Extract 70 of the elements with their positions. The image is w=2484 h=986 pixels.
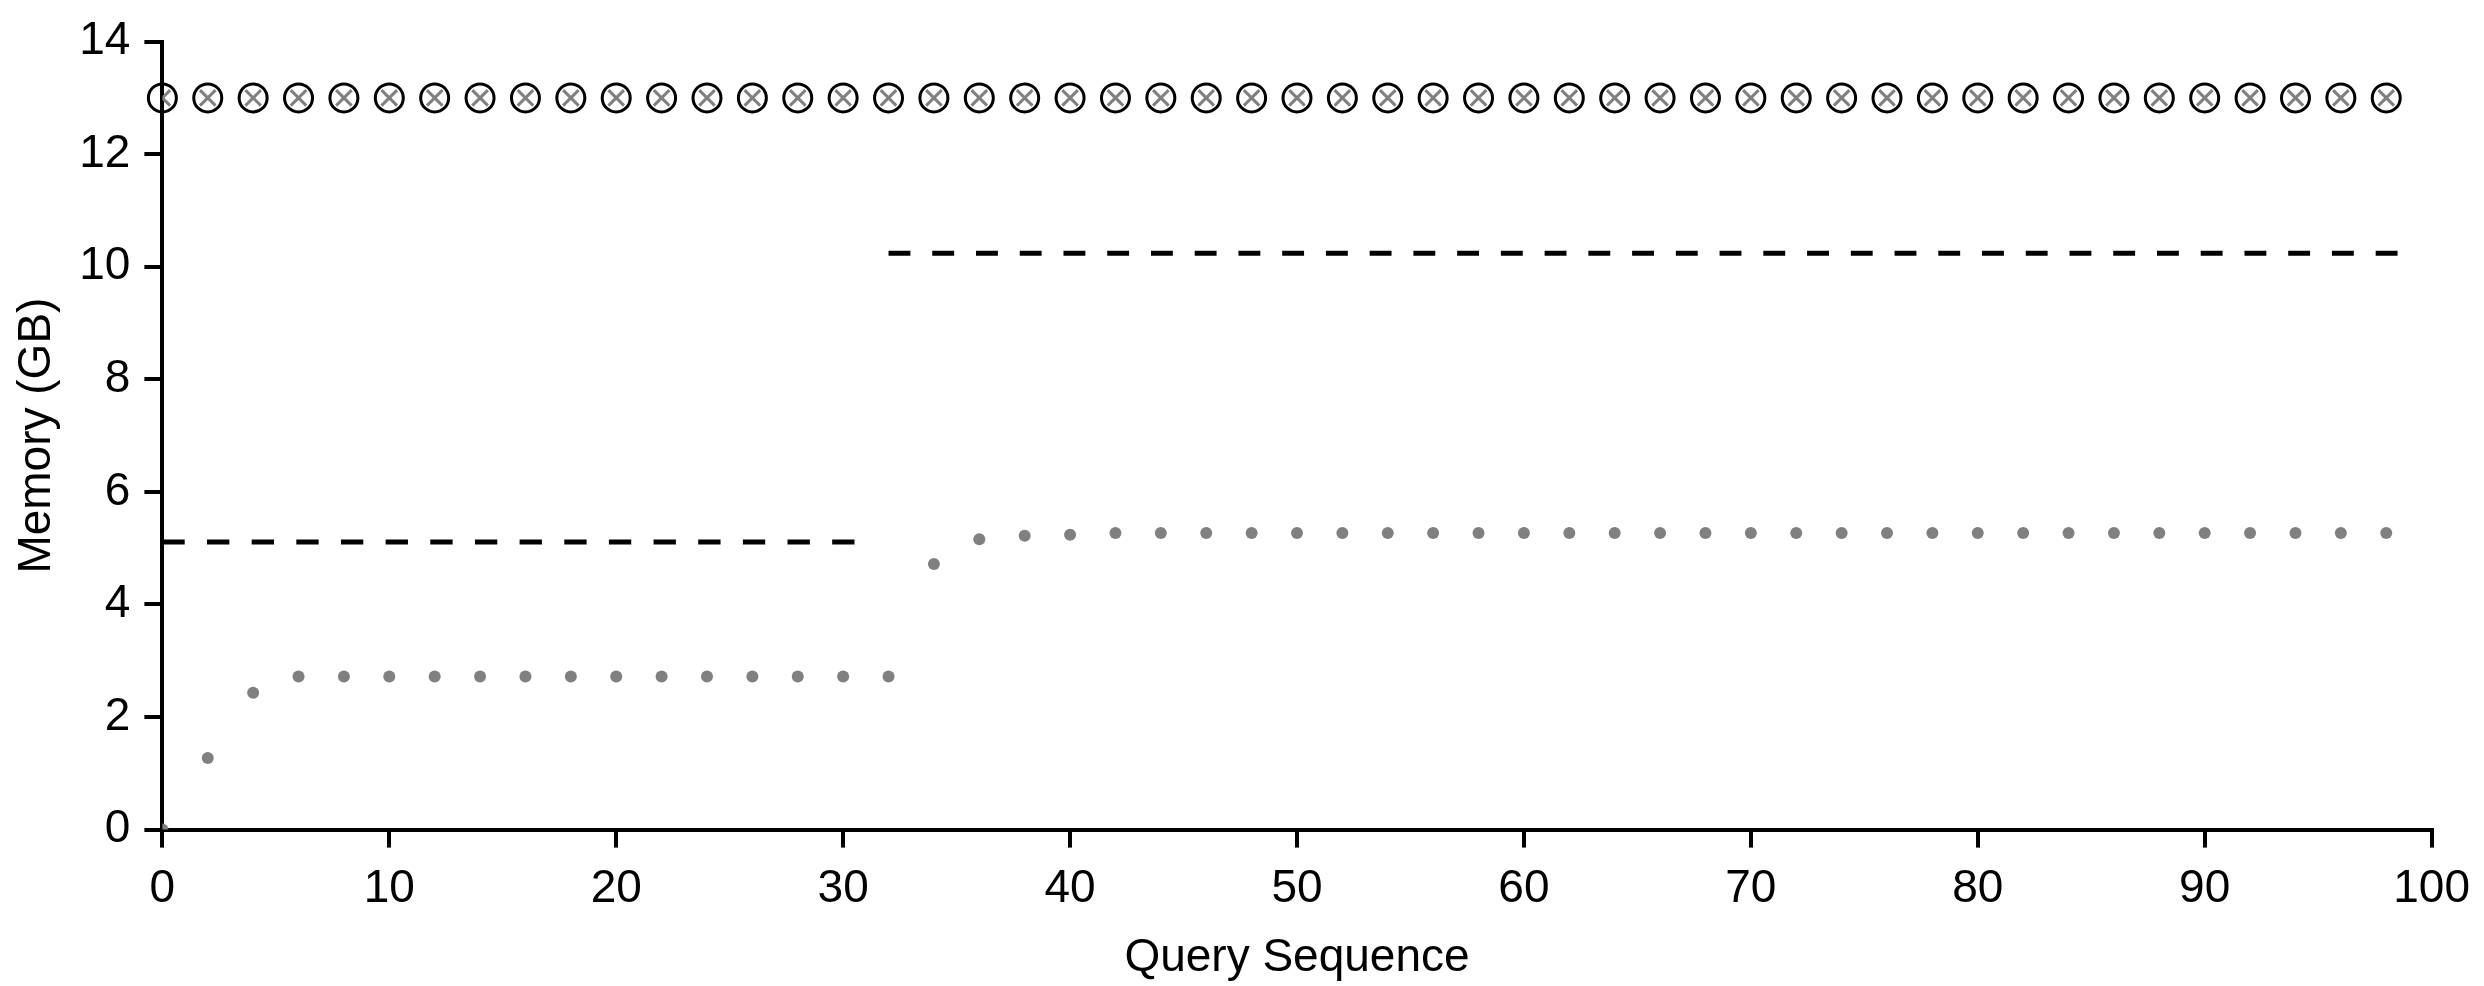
x-tick-label: 0	[149, 859, 176, 912]
y-tick-label: 0	[104, 800, 131, 853]
point	[2017, 526, 2030, 539]
point	[1971, 526, 1984, 539]
point	[383, 670, 396, 683]
x-tick-label: 100	[2393, 859, 2470, 912]
point	[2380, 526, 2393, 539]
x-tick-label: 70	[1725, 859, 1777, 912]
point	[610, 670, 623, 683]
point	[1654, 526, 1667, 539]
point	[837, 670, 850, 683]
point	[1336, 526, 1349, 539]
x-tick-label: 90	[2179, 859, 2231, 912]
y-axis-title: Memory (GB)	[8, 297, 61, 574]
y-tick-label: 8	[104, 350, 131, 402]
point	[1835, 526, 1848, 539]
point	[247, 686, 260, 699]
y-tick-label: 14	[79, 12, 131, 65]
x-tick-label: 10	[363, 859, 415, 912]
point	[1472, 526, 1485, 539]
y-tick-label: 12	[79, 124, 131, 177]
point	[337, 670, 350, 683]
point	[1200, 526, 1213, 539]
x-tick-label: 60	[1498, 859, 1550, 912]
point	[655, 670, 668, 683]
point	[2198, 526, 2211, 539]
point	[201, 752, 214, 765]
point	[1064, 528, 1077, 541]
point	[1154, 526, 1167, 539]
point	[2107, 526, 2120, 539]
x-axis-title: Query Sequence	[1124, 929, 1470, 982]
point	[2334, 526, 2347, 539]
point	[519, 670, 532, 683]
point	[428, 670, 441, 683]
point	[1699, 526, 1712, 539]
point	[564, 670, 577, 683]
point	[1563, 526, 1576, 539]
x-tick-label: 50	[1271, 859, 1323, 912]
point	[1790, 526, 1803, 539]
point	[292, 670, 305, 683]
y-tick-label: 4	[104, 575, 131, 628]
point	[1926, 526, 1939, 539]
point	[746, 670, 759, 683]
point	[1881, 526, 1893, 539]
point	[1517, 526, 1530, 539]
point	[2062, 526, 2075, 539]
point	[791, 670, 804, 683]
y-tick-label: 10	[79, 237, 131, 290]
y-tick-label: 6	[104, 462, 131, 515]
point	[882, 670, 895, 683]
point	[973, 533, 986, 546]
point	[1018, 529, 1031, 542]
point	[700, 670, 713, 683]
x-tick-label: 80	[1952, 859, 2004, 912]
point	[2244, 526, 2257, 539]
point	[1427, 526, 1440, 539]
point	[474, 670, 487, 683]
point	[1744, 526, 1757, 539]
point	[927, 557, 940, 570]
x-tick-label: 30	[817, 859, 869, 912]
point	[1381, 526, 1394, 539]
x-tick-label: 20	[590, 859, 642, 912]
point	[2289, 526, 2302, 539]
y-tick-label: 2	[104, 687, 131, 740]
point	[1109, 526, 1122, 539]
point	[1608, 526, 1621, 539]
point	[1245, 526, 1258, 539]
point	[2153, 526, 2166, 539]
x-tick-label: 40	[1044, 859, 1096, 912]
point	[1291, 526, 1303, 539]
